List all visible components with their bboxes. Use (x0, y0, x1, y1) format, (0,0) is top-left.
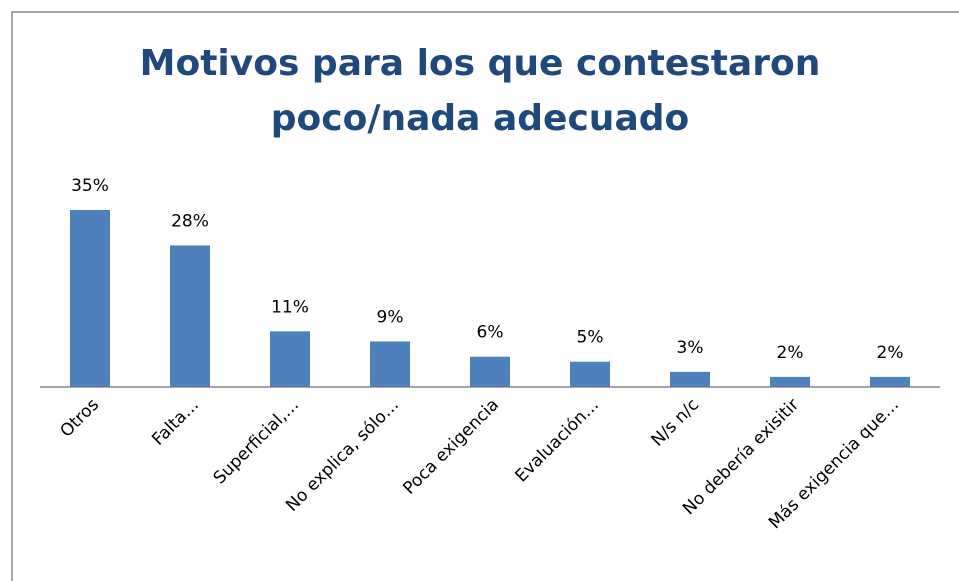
value-label: 6% (477, 323, 504, 343)
value-label: 2% (877, 343, 904, 363)
chart-frame (11, 11, 959, 581)
chart-title: poco/nada adecuado (271, 98, 689, 139)
value-label: 3% (677, 338, 704, 358)
bar (570, 361, 610, 387)
bar (370, 341, 410, 387)
value-label: 28% (171, 211, 209, 231)
value-label: 5% (577, 328, 604, 348)
value-label: 11% (271, 297, 309, 317)
bar (170, 245, 210, 387)
bar (70, 210, 110, 387)
bar (870, 376, 910, 387)
bar (670, 371, 710, 387)
value-label: 9% (377, 307, 404, 327)
value-label: 35% (71, 176, 109, 196)
chart-title: Motivos para los que contestaron (140, 43, 821, 84)
bar (770, 376, 810, 387)
bar (470, 356, 510, 387)
value-label: 2% (777, 343, 804, 363)
bar (270, 331, 310, 387)
